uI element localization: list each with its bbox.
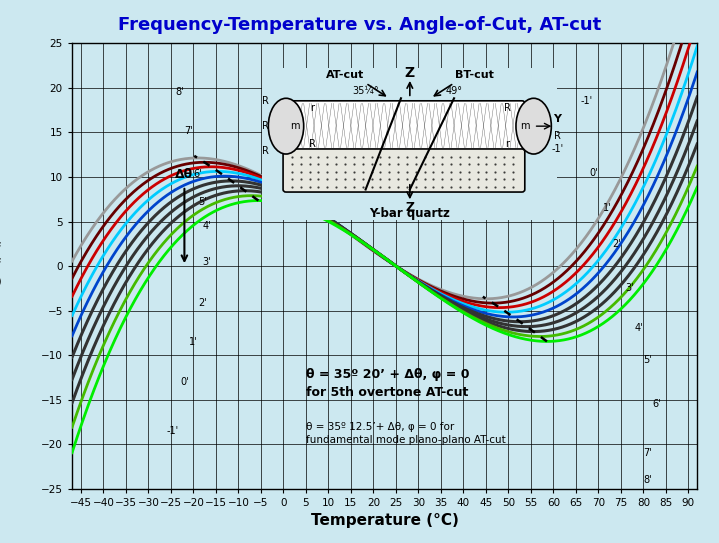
Text: R: R: [554, 131, 561, 141]
Text: 2': 2': [612, 239, 620, 249]
Text: r: r: [505, 139, 509, 149]
Text: R: R: [262, 147, 269, 156]
Ellipse shape: [516, 98, 551, 154]
Text: 4': 4': [634, 324, 643, 333]
Text: 49°: 49°: [446, 86, 462, 96]
Text: r: r: [311, 103, 314, 113]
Text: 1': 1': [189, 337, 198, 347]
Text: Δθ: Δθ: [175, 168, 193, 181]
Text: 8': 8': [175, 87, 184, 97]
Text: 6': 6': [193, 169, 202, 179]
Text: 0': 0': [590, 168, 598, 178]
Text: 7': 7': [184, 126, 193, 136]
Text: 1': 1': [603, 203, 612, 213]
Text: Z: Z: [406, 201, 414, 214]
Text: 0': 0': [180, 377, 188, 387]
Text: Y-bar quartz: Y-bar quartz: [370, 207, 450, 220]
Text: 6': 6': [652, 399, 661, 409]
Text: m: m: [290, 121, 300, 131]
Text: 35¼°: 35¼°: [352, 86, 379, 96]
Text: -1': -1': [166, 426, 178, 436]
Text: θ = 35º 20’ + Δθ, φ = 0
for 5th overtone AT-cut: θ = 35º 20’ + Δθ, φ = 0 for 5th overtone…: [306, 369, 470, 400]
Text: R: R: [309, 139, 316, 149]
FancyBboxPatch shape: [262, 68, 557, 220]
X-axis label: Temperature (°C): Temperature (°C): [311, 513, 459, 528]
Y-axis label: $\mathbf{\Delta f}$
$\mathbf{f}$
$\mathbf{(ppm)}$: $\mathbf{\Delta f}$ $\mathbf{f}$ $\mathb…: [0, 241, 2, 291]
Text: 2': 2': [198, 299, 206, 308]
Text: -1': -1': [580, 96, 592, 106]
Text: 3': 3': [626, 283, 634, 293]
Text: BT-cut: BT-cut: [455, 71, 494, 80]
Text: 5': 5': [644, 355, 652, 364]
Text: 8': 8': [644, 475, 652, 485]
Text: -1': -1': [551, 144, 563, 154]
FancyBboxPatch shape: [283, 149, 525, 192]
Text: 3': 3': [203, 257, 211, 267]
Ellipse shape: [268, 98, 303, 154]
Text: Y: Y: [553, 113, 562, 124]
Text: Z: Z: [405, 66, 415, 80]
Text: 7': 7': [644, 448, 652, 458]
Text: 5': 5': [198, 197, 206, 207]
Text: R: R: [262, 121, 269, 131]
Text: m: m: [520, 121, 530, 131]
Text: Frequency-Temperature vs. Angle-of-Cut, AT-cut: Frequency-Temperature vs. Angle-of-Cut, …: [118, 16, 601, 34]
Text: 4': 4': [203, 221, 211, 231]
Text: AT-cut: AT-cut: [326, 71, 364, 80]
Text: R: R: [262, 96, 269, 106]
Text: R: R: [504, 103, 510, 113]
FancyBboxPatch shape: [283, 101, 525, 151]
Text: θ = 35º 12.5’+ Δθ, φ = 0 for
fundamental mode plano-plano AT-cut: θ = 35º 12.5’+ Δθ, φ = 0 for fundamental…: [306, 422, 505, 445]
